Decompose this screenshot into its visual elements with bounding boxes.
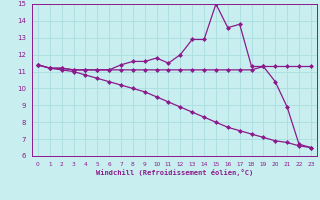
X-axis label: Windchill (Refroidissement éolien,°C): Windchill (Refroidissement éolien,°C)	[96, 169, 253, 176]
